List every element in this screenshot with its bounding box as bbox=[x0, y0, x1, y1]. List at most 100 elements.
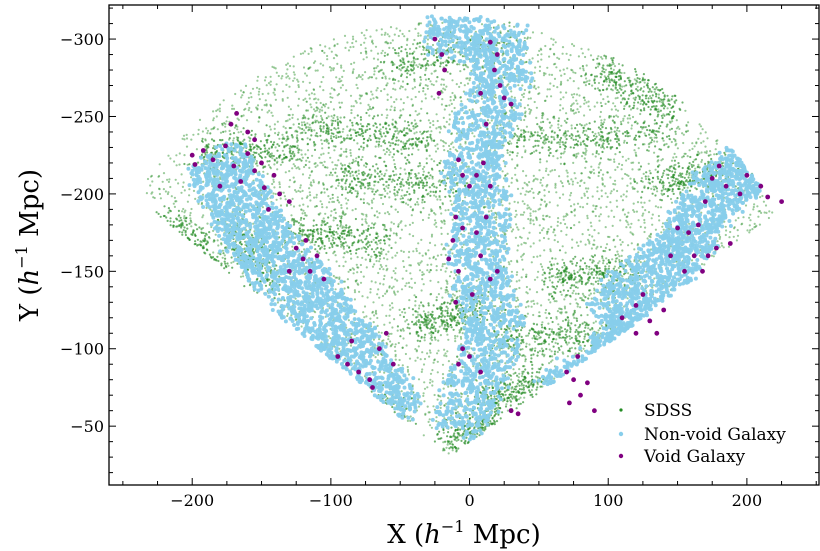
sdss-point bbox=[342, 247, 345, 250]
sdss-point bbox=[286, 75, 290, 78]
sdss-point bbox=[338, 264, 341, 268]
sdss-point bbox=[319, 161, 322, 164]
sdss-point bbox=[716, 240, 719, 243]
sdss-point bbox=[336, 175, 339, 178]
sdss-point bbox=[441, 221, 444, 224]
sdss-point bbox=[385, 180, 388, 183]
sdss-point bbox=[595, 144, 598, 147]
sdss-point bbox=[278, 181, 281, 184]
sdss-point bbox=[293, 181, 296, 184]
sdss-point bbox=[572, 44, 576, 48]
sdss-point bbox=[353, 129, 357, 132]
sdss-point bbox=[530, 389, 534, 392]
sdss-point bbox=[443, 222, 446, 225]
sdss-point bbox=[466, 350, 469, 353]
sdss-point bbox=[560, 311, 563, 314]
sdss-point bbox=[529, 97, 533, 100]
sdss-point bbox=[388, 314, 391, 317]
sdss-point bbox=[356, 192, 359, 195]
sdss-point bbox=[430, 83, 433, 86]
sdss-point bbox=[570, 346, 574, 349]
sdss-point bbox=[450, 441, 453, 444]
sdss-point bbox=[180, 191, 183, 194]
sdss-point bbox=[256, 164, 259, 167]
sdss-point bbox=[625, 190, 629, 193]
sdss-point bbox=[334, 254, 337, 257]
sdss-point bbox=[532, 322, 535, 325]
sdss-point bbox=[547, 190, 551, 193]
sdss-point bbox=[349, 134, 353, 137]
sdss-point bbox=[631, 168, 634, 171]
sdss-point bbox=[424, 413, 427, 416]
sdss-point bbox=[631, 115, 635, 119]
sdss-point bbox=[623, 71, 626, 75]
sdss-point bbox=[292, 163, 295, 166]
sdss-point bbox=[611, 258, 614, 261]
sdss-point bbox=[342, 265, 345, 268]
sdss-point bbox=[435, 127, 438, 130]
sdss-point bbox=[441, 91, 444, 94]
sdss-point bbox=[422, 48, 425, 52]
sdss-point bbox=[380, 28, 383, 31]
sdss-point bbox=[709, 150, 712, 153]
sdss-point bbox=[239, 89, 243, 92]
sdss-point bbox=[384, 77, 387, 80]
sdss-point bbox=[625, 195, 628, 198]
sdss-point bbox=[424, 178, 427, 181]
sdss-point bbox=[433, 408, 436, 411]
sdss-point bbox=[432, 405, 435, 408]
sdss-point bbox=[385, 269, 388, 272]
sdss-point bbox=[619, 120, 623, 123]
sdss-point bbox=[598, 171, 601, 174]
sdss-point bbox=[183, 138, 186, 141]
sdss-point bbox=[601, 178, 604, 181]
sdss-point bbox=[497, 192, 500, 195]
sdss-point bbox=[714, 148, 717, 151]
sdss-point bbox=[553, 53, 556, 56]
sdss-point bbox=[599, 169, 603, 172]
sdss-point bbox=[549, 47, 552, 50]
sdss-point bbox=[441, 265, 444, 268]
sdss-point bbox=[361, 178, 364, 181]
sdss-point bbox=[562, 68, 565, 71]
sdss-point bbox=[510, 270, 513, 273]
sdss-point bbox=[248, 139, 251, 143]
sdss-point bbox=[627, 244, 630, 247]
sdss-point bbox=[285, 83, 288, 86]
sdss-point bbox=[264, 134, 267, 138]
sdss-point bbox=[310, 92, 313, 95]
sdss-point bbox=[442, 116, 445, 119]
sdss-point bbox=[601, 150, 604, 153]
sdss-point bbox=[613, 65, 617, 68]
sdss-point bbox=[181, 210, 184, 213]
sdss-point bbox=[382, 268, 385, 271]
sdss-point bbox=[539, 161, 542, 164]
sdss-point bbox=[598, 219, 601, 222]
sdss-point bbox=[407, 256, 410, 259]
sdss-point bbox=[518, 286, 521, 290]
sdss-point bbox=[614, 108, 618, 111]
sdss-point bbox=[379, 193, 382, 197]
sdss-point bbox=[560, 82, 563, 85]
sdss-point bbox=[538, 169, 541, 172]
sdss-point bbox=[518, 372, 521, 375]
sdss-point bbox=[601, 83, 605, 86]
sdss-point bbox=[395, 98, 398, 101]
sdss-point bbox=[298, 167, 301, 171]
sdss-point bbox=[644, 177, 648, 181]
sdss-point bbox=[335, 54, 339, 57]
sdss-point bbox=[587, 238, 590, 241]
sdss-point bbox=[616, 115, 620, 118]
sdss-point bbox=[422, 90, 425, 93]
sdss-point bbox=[445, 85, 448, 88]
sdss-point bbox=[582, 151, 585, 154]
sdss-point bbox=[386, 93, 389, 96]
sdss-point bbox=[610, 131, 613, 134]
sdss-point bbox=[638, 168, 642, 171]
sdss-point bbox=[538, 239, 541, 242]
sdss-point bbox=[552, 63, 556, 66]
sdss-point bbox=[526, 312, 530, 315]
sdss-point bbox=[325, 174, 328, 177]
sdss-point bbox=[342, 128, 345, 131]
sdss-point bbox=[365, 165, 368, 168]
